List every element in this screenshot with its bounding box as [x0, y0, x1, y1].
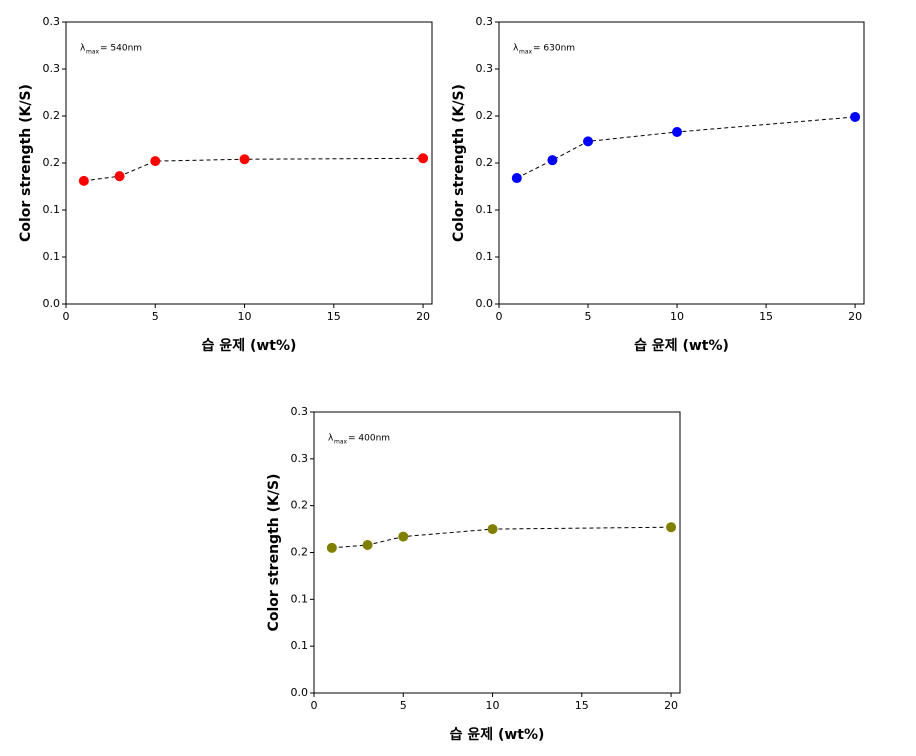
line	[516, 116, 856, 179]
point	[239, 154, 250, 165]
x-axis-title: 습 윤제 (wt%)	[450, 727, 545, 743]
point	[547, 155, 558, 166]
y-tick-label: 0.3	[476, 62, 494, 75]
x-axis-title: 습 윤제 (wt%)	[202, 338, 297, 354]
plot-frame	[313, 411, 681, 694]
y-tick-label: 0.1	[476, 250, 494, 263]
chart: 0.0 0.1 0.1 0.2 0.2 0.3 0.3 0 5 10 15 20 습 윤제 (wt%) C…	[18, 15, 433, 354]
annotation-symbol: λ	[328, 434, 334, 444]
x-tick-label: 20	[416, 310, 430, 323]
x-tick-label: 20	[664, 699, 678, 712]
x-tick-label: 15	[575, 699, 589, 712]
y-axis-title: Color strength (K/S)	[18, 84, 34, 242]
x-tick-label: 10	[238, 310, 252, 323]
point	[398, 531, 409, 542]
point	[583, 136, 594, 147]
y-tick-label: 0.0	[291, 686, 309, 699]
x-tick-label: 5	[152, 310, 159, 323]
point	[326, 542, 337, 553]
point	[672, 126, 683, 137]
y-tick-label: 0.3	[476, 15, 494, 28]
y-axis-title: Color strength (K/S)	[266, 474, 282, 632]
point	[850, 111, 861, 122]
x-tick-label: 0	[311, 699, 318, 712]
x-tick-label: 15	[759, 310, 773, 323]
x-tick-label: 5	[585, 310, 592, 323]
y-tick-label: 0.2	[43, 109, 61, 122]
annotation-subscript: max	[86, 49, 100, 56]
annotation-text: = 540nm	[100, 44, 142, 54]
x-axis-title: 습 윤제 (wt%)	[634, 338, 729, 354]
x-tick-label: 15	[327, 310, 341, 323]
x-tick-label: 20	[848, 310, 862, 323]
x-tick-label: 10	[486, 699, 500, 712]
point	[666, 522, 677, 533]
y-tick-label: 0.1	[476, 203, 494, 216]
x-tick-label: 0	[63, 310, 70, 323]
y-tick-label: 0.3	[291, 405, 309, 418]
y-tick-label: 0.3	[43, 15, 61, 28]
line	[83, 157, 424, 182]
y-tick-label: 0.1	[43, 203, 61, 216]
y-tick-label: 0.1	[43, 250, 61, 263]
point	[511, 173, 522, 184]
y-tick-label: 0.2	[43, 156, 61, 169]
annotation-subscript: max	[519, 49, 533, 56]
x-tick-label: 10	[670, 310, 684, 323]
annotation-text: = 400nm	[348, 434, 390, 444]
y-tick-label: 0.2	[476, 109, 494, 122]
annotation-symbol: λ	[80, 44, 86, 54]
point	[487, 524, 498, 535]
y-tick-label: 0.2	[291, 499, 309, 512]
point	[150, 156, 161, 167]
annotation-text: = 630nm	[533, 44, 575, 54]
annotation-subscript: max	[334, 439, 348, 446]
y-tick-label: 0.2	[476, 156, 494, 169]
y-tick-label: 0.3	[291, 452, 309, 465]
chart: 0.0 0.1 0.1 0.2 0.2 0.3 0.3 0 5 10 15 20 습 윤제 (wt%) C…	[266, 405, 681, 743]
point	[78, 175, 89, 186]
y-tick-label: 0.1	[291, 592, 309, 605]
x-tick-label: 5	[400, 699, 407, 712]
y-tick-label: 0.2	[291, 546, 309, 559]
annotation-symbol: λ	[513, 44, 519, 54]
y-tick-label: 0.0	[476, 297, 494, 310]
line	[331, 526, 672, 549]
y-tick-label: 0.3	[43, 62, 61, 75]
point	[114, 171, 125, 182]
y-tick-label: 0.1	[291, 639, 309, 652]
point	[418, 153, 429, 164]
chart: 0.0 0.1 0.1 0.2 0.2 0.3 0.3 0 5 10 15 20 습 윤제 (wt%) C…	[451, 15, 865, 354]
x-tick-label: 0	[496, 310, 503, 323]
point	[362, 540, 373, 551]
y-axis-title: Color strength (K/S)	[451, 84, 467, 242]
y-tick-label: 0.0	[43, 297, 61, 310]
plot-frame	[65, 21, 433, 305]
